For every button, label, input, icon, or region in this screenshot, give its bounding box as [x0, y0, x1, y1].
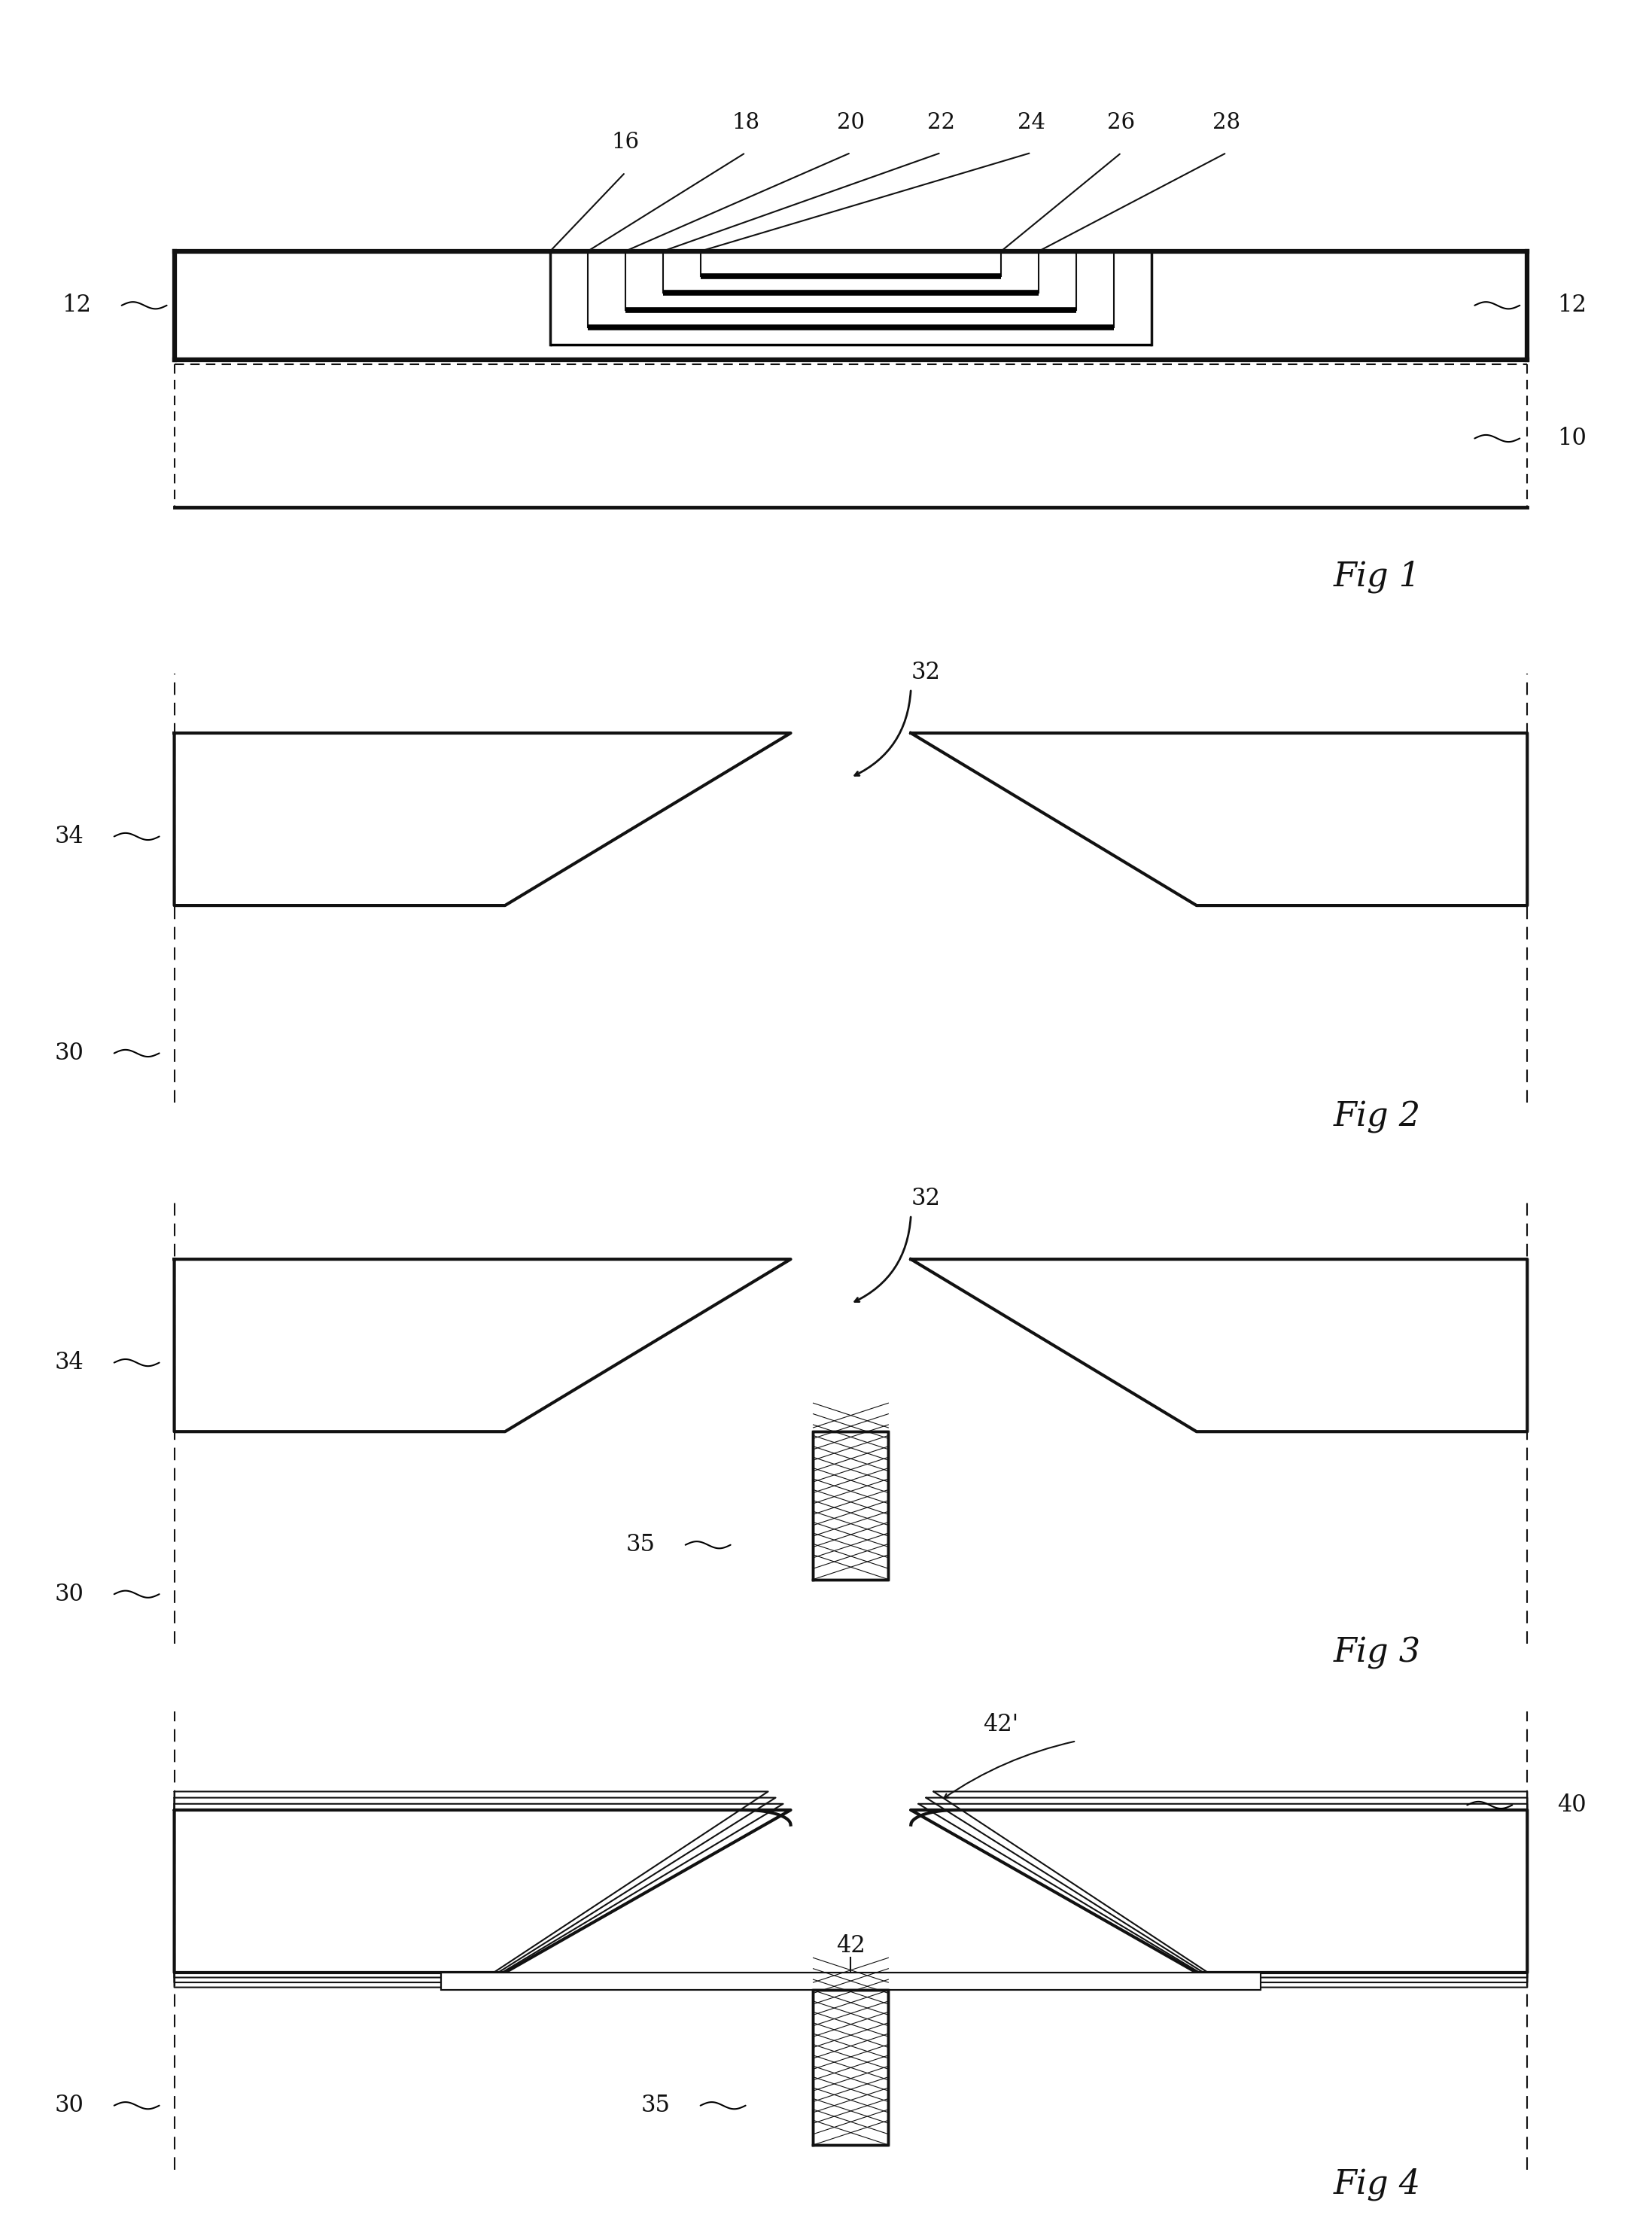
Text: 35: 35: [641, 2093, 671, 2118]
Bar: [813, 1431, 889, 1578]
Text: 30: 30: [55, 2093, 84, 2118]
Text: 30: 30: [55, 1583, 84, 1605]
Text: 34: 34: [55, 1350, 84, 1375]
Text: Fig 1: Fig 1: [1333, 560, 1421, 593]
Text: 12: 12: [1558, 293, 1586, 318]
Text: 30: 30: [55, 1041, 84, 1066]
Text: 42': 42': [983, 1713, 1019, 1735]
Text: 10: 10: [1558, 428, 1586, 450]
Text: Fig 4: Fig 4: [1333, 2167, 1421, 2201]
Text: 34: 34: [55, 824, 84, 849]
Text: 16: 16: [611, 132, 639, 152]
Text: 32: 32: [910, 1187, 940, 1209]
Text: Fig 2: Fig 2: [1333, 1102, 1421, 1133]
Text: 35: 35: [626, 1534, 656, 1556]
Text: 22: 22: [927, 112, 955, 132]
Bar: [441, 1973, 1260, 1990]
Text: 32: 32: [910, 661, 940, 683]
Text: 12: 12: [63, 293, 91, 318]
Text: 42: 42: [836, 1934, 866, 1957]
Text: 18: 18: [732, 112, 760, 132]
Text: 26: 26: [1107, 112, 1135, 132]
Text: 40: 40: [1558, 1793, 1586, 1816]
Text: 24: 24: [1018, 112, 1046, 132]
Text: 28: 28: [1213, 112, 1241, 132]
Bar: [813, 1990, 889, 2145]
Text: Fig 3: Fig 3: [1333, 1637, 1421, 1670]
Text: 20: 20: [838, 112, 864, 132]
